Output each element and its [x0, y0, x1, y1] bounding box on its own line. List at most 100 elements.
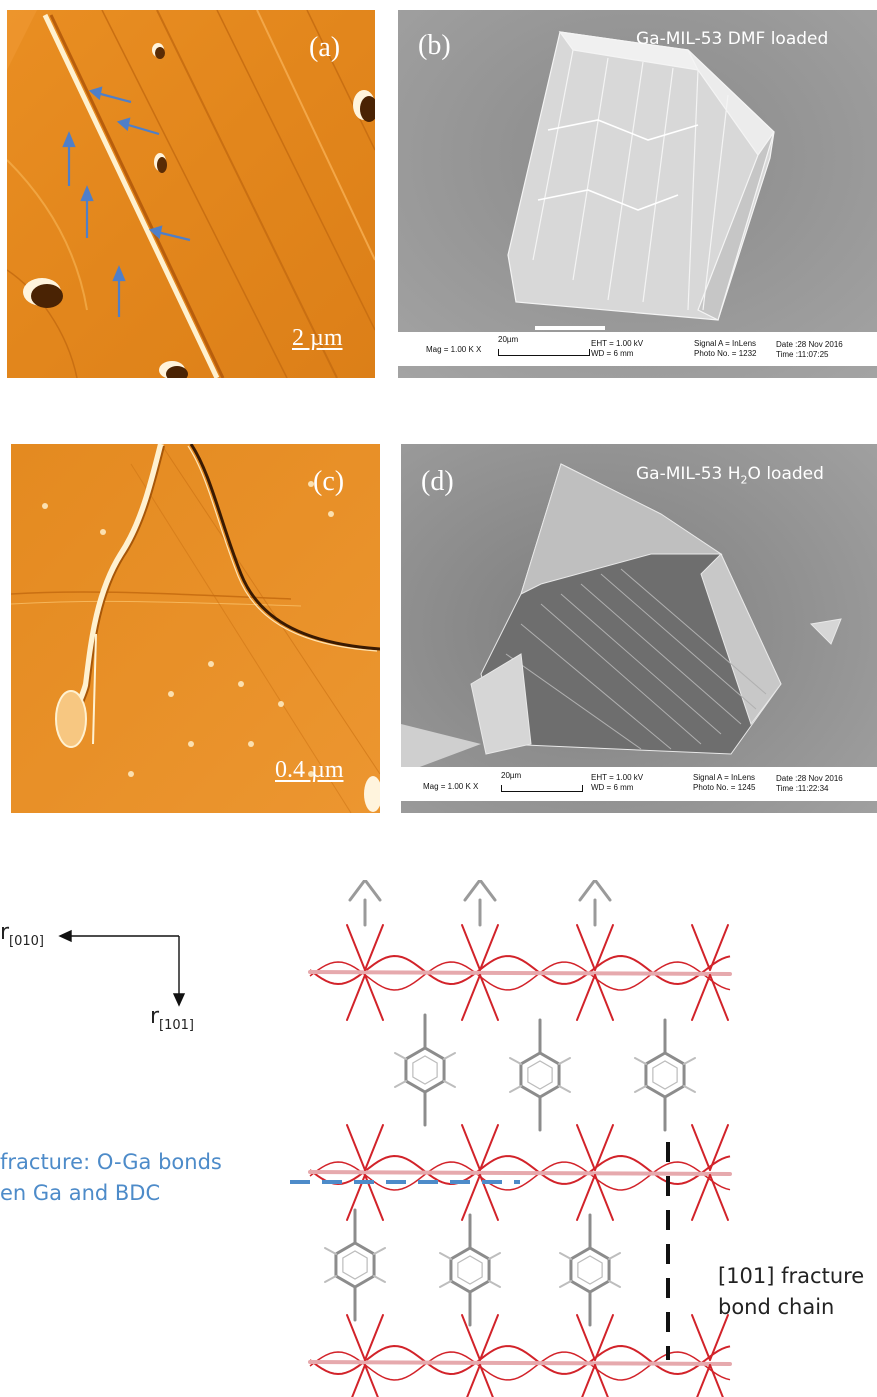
info-time: Time :11:07:25: [776, 350, 829, 359]
carboxylate-bond: [576, 924, 596, 971]
info-eht: EHT = 1.00 kV: [591, 773, 644, 782]
cap-bond: [593, 880, 612, 902]
cap-bond: [463, 880, 482, 902]
carboxylate-bond: [364, 974, 384, 1021]
carboxylate-bond: [461, 1314, 481, 1361]
hydrogen-bond: [443, 1052, 456, 1060]
crystal-d: [470, 463, 842, 755]
benzene-ring: [449, 1246, 491, 1294]
info-photo: Photo No. = 1232: [694, 349, 757, 358]
panel-label-d-text: (d): [421, 466, 454, 497]
hydrogen-bond: [439, 1252, 452, 1260]
carboxylate-bond: [594, 1174, 614, 1221]
info-signal: Signal A = InLens: [693, 773, 756, 782]
benzene-ring-inner: [412, 1055, 438, 1085]
carboxylate-bond: [461, 974, 481, 1021]
carboxylate-bond: [594, 1314, 614, 1361]
ga-o-chain: [309, 1155, 731, 1186]
carboxylate-bond: [709, 974, 729, 1021]
fracture-annotation-line-2: en Ga and BDC: [0, 1181, 161, 1205]
carboxylate-bond: [691, 1124, 711, 1171]
cap-bond: [578, 880, 597, 902]
panel-title-d-suffix: O loaded: [747, 464, 824, 484]
carboxylate-bond: [691, 924, 711, 971]
hydrogen-bond: [559, 1252, 572, 1260]
axis-label-101: r[101]: [150, 1004, 194, 1033]
fracture-annotation-101: [101] fracture bond chain: [718, 1266, 864, 1318]
info-wd: WD = 6 mm: [591, 783, 634, 792]
hydrogen-bond: [443, 1080, 456, 1088]
hydrogen-bond: [373, 1275, 386, 1283]
ga-o-chain: [309, 1161, 731, 1191]
hydrogen-bond: [324, 1247, 337, 1255]
benzene-ring-inner: [652, 1060, 678, 1090]
hydrogen-bond: [683, 1085, 696, 1093]
carboxylate-bond: [696, 1364, 711, 1397]
ga-backbone: [308, 1170, 732, 1176]
hydrogen-bond: [559, 1280, 572, 1288]
sem-image-b: (b) Ga-MIL-53 DMF loaded Mag = 1.00 K X …: [398, 10, 877, 378]
sem-info-bar-d: Mag = 1.00 K X 20µm EHT = 1.00 kV WD = 6…: [401, 767, 877, 801]
info-wd: WD = 6 mm: [591, 349, 634, 358]
hydrogen-bond: [394, 1052, 407, 1060]
carboxylate-bond: [576, 1124, 596, 1171]
scale-bar-line: [498, 349, 590, 356]
axis-label-010-sub: [010]: [9, 934, 45, 949]
carboxylate-bond: [351, 1364, 366, 1397]
carboxylate-bond: [709, 924, 729, 971]
benzene-ring-inner: [342, 1250, 368, 1280]
carboxylate-bond: [346, 1314, 366, 1361]
afm-image-a: (a) 2 µm: [7, 10, 375, 378]
carboxylate-bond: [364, 1364, 379, 1397]
carboxylate-bond: [709, 1314, 729, 1361]
carboxylate-bond: [709, 1124, 729, 1171]
carboxylate-bond: [466, 1364, 481, 1397]
carboxylate-bond: [691, 1174, 711, 1221]
carboxylate-bond: [346, 1124, 366, 1171]
carboxylate-bond: [479, 924, 499, 971]
axis-label-010-base: r: [0, 920, 10, 945]
sem-info-bar-b: Mag = 1.00 K X 20µm EHT = 1.00 kV WD = 6…: [398, 332, 877, 366]
info-bar-length: 20µm: [498, 335, 519, 344]
scale-bar-c: 0.4 µm: [275, 757, 344, 783]
scale-bar-a: 2 µm: [292, 325, 343, 351]
panel-title-d-sub: 2: [740, 473, 748, 487]
hydrogen-bond: [558, 1085, 571, 1093]
benzene-ring: [519, 1051, 561, 1099]
crystal-b: [507, 31, 775, 321]
carboxylate-bond: [691, 974, 711, 1021]
hydrogen-bond: [608, 1280, 621, 1288]
carboxylate-bond: [364, 1124, 384, 1171]
info-date: Date :28 Nov 2016: [776, 774, 843, 783]
hydrogen-bond: [558, 1057, 571, 1065]
hydrogen-bond: [488, 1252, 501, 1260]
hydrogen-bond: [394, 1080, 407, 1088]
carboxylate-bond: [709, 1174, 729, 1221]
info-mag: Mag = 1.00 K X: [423, 782, 479, 791]
carboxylate-bond: [479, 1364, 494, 1397]
arrow-icon: [62, 86, 191, 317]
panel-label-b: (b): [418, 30, 451, 61]
hydrogen-bond: [488, 1280, 501, 1288]
benzene-ring-inner: [527, 1060, 553, 1090]
carboxylate-bond: [346, 974, 366, 1021]
carboxylate-bond: [576, 974, 596, 1021]
fracture-annotation-101-line-1: [101] fracture: [718, 1264, 865, 1288]
panel-label-a: (a): [309, 32, 341, 63]
carboxylate-bond: [594, 1364, 609, 1397]
info-bar-length: 20µm: [501, 771, 522, 780]
ga-o-chain: [309, 955, 731, 986]
info-mag: Mag = 1.00 K X: [426, 345, 482, 354]
panel-title-b: Ga-MIL-53 DMF loaded: [636, 29, 829, 49]
carboxylate-bond: [364, 924, 384, 971]
afm-image-c-graphic: [11, 444, 380, 813]
scale-bar-line: [501, 785, 583, 792]
axis-label-101-base: r: [150, 1004, 160, 1029]
carboxylate-bond: [479, 1124, 499, 1171]
sem-image-b-graphic: [398, 10, 877, 378]
panel-title-d: Ga-MIL-53 H2O loaded: [636, 464, 824, 487]
benzene-ring-inner: [577, 1255, 603, 1285]
carboxylate-bond: [576, 1174, 596, 1221]
afm-image-c: (c) 0.4 µm: [11, 444, 380, 813]
cap-bond: [363, 880, 382, 902]
